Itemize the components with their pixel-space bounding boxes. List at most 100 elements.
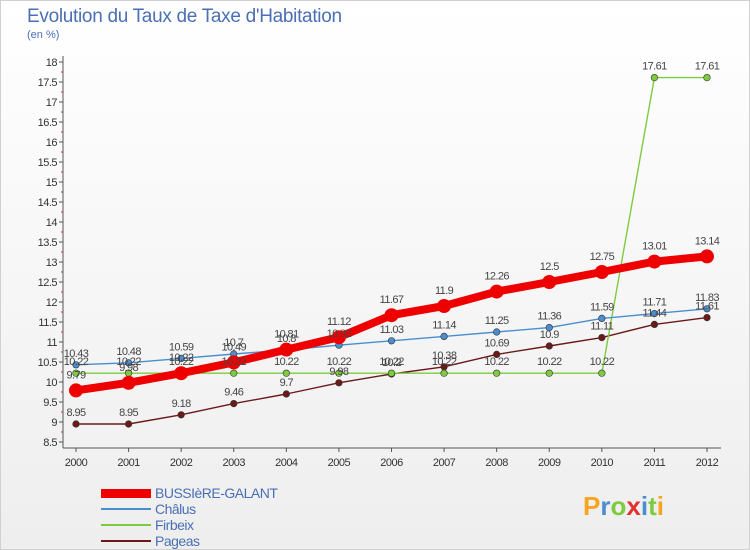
data-label: 10.22 [169, 356, 194, 368]
data-label: 11.71 [643, 297, 667, 309]
data-point [279, 342, 294, 357]
data-label: 12.5 [540, 261, 559, 273]
data-label: 8.95 [66, 407, 85, 419]
data-label: 11.03 [380, 324, 404, 336]
chart-title: Evolution du Taux de Taxe d'Habitation [27, 6, 342, 27]
data-point [124, 359, 133, 367]
data-label: 10.22 [327, 356, 352, 368]
data-label: 9.98 [329, 366, 348, 378]
data-point [387, 369, 396, 377]
logo-letter: i [640, 491, 649, 521]
y-tick-label: 13 [46, 257, 58, 269]
data-point [703, 73, 711, 82]
data-point [69, 383, 83, 398]
x-tick-label: 2007 [433, 457, 456, 469]
data-point [598, 334, 606, 342]
data-point [124, 420, 133, 428]
legend-item: Pageas [101, 533, 277, 549]
y-tick-label: 15 [46, 177, 58, 189]
data-point [647, 254, 662, 269]
data-label: 9.98 [119, 362, 138, 374]
data-point [650, 310, 659, 318]
x-tick-label: 2009 [538, 457, 561, 469]
data-point [594, 265, 609, 279]
data-point [121, 375, 136, 390]
y-tick-label: 18 [46, 57, 58, 69]
logo-letter: i [656, 491, 664, 521]
data-point [282, 369, 290, 377]
data-point [650, 73, 659, 82]
legend-label: Firbeix [155, 517, 194, 533]
legend-swatch [101, 524, 151, 526]
data-label: 10.2 [382, 357, 401, 369]
data-label: 11.61 [695, 301, 719, 313]
data-label: 10.22 [432, 356, 457, 368]
y-tick-label: 17.5 [38, 77, 58, 89]
x-tick-label: 2004 [275, 457, 298, 469]
data-point [440, 369, 448, 377]
logo-letter: o [610, 491, 627, 521]
series-bussi-re-galant [69, 249, 714, 398]
legend-label: Pageas [155, 533, 200, 549]
y-tick-label: 11 [47, 337, 58, 349]
data-label: 11.11 [590, 321, 613, 333]
data-label: 11.36 [537, 311, 561, 323]
data-point [335, 379, 343, 387]
x-tick-label: 2006 [380, 457, 403, 469]
data-label: 10.38 [432, 350, 457, 362]
data-label: 11.12 [327, 316, 351, 328]
data-label: 10.49 [221, 341, 246, 353]
data-point [598, 314, 606, 323]
data-label: 13.14 [695, 235, 720, 247]
y-tick-label: 14.5 [38, 197, 58, 209]
data-point [489, 284, 504, 299]
data-label: 10.22 [221, 356, 246, 368]
data-label: 9.7 [280, 377, 294, 389]
legend-label: Châlus [155, 501, 196, 517]
data-point [177, 411, 185, 419]
data-point [230, 400, 238, 408]
x-tick-label: 2003 [223, 457, 246, 469]
data-point [72, 361, 80, 369]
y-tick-label: 15.5 [38, 157, 58, 169]
legend-swatch [101, 540, 151, 542]
y-tick-label: 9.5 [43, 397, 57, 409]
y-tick-label: 9 [51, 417, 57, 429]
data-point [331, 330, 346, 345]
logo-letter: x [626, 491, 641, 521]
data-point [703, 305, 711, 313]
y-tick-label: 10.5 [38, 357, 58, 369]
data-point [72, 369, 80, 377]
data-point [226, 355, 241, 370]
y-tick-label: 14 [46, 217, 58, 229]
y-tick-label: 10 [46, 377, 58, 389]
data-point [542, 275, 557, 289]
data-point [700, 249, 714, 264]
legend-item: BUSSIèRE-GALANT [101, 485, 278, 501]
x-tick-label: 2010 [591, 457, 614, 469]
data-point [437, 299, 452, 313]
data-point [703, 314, 711, 322]
data-point [440, 332, 448, 341]
legend: BUSSIèRE-GALANT Châlus Firbeix Pageas [101, 485, 278, 549]
logo-letter: r [600, 491, 611, 521]
data-label: 13.01 [642, 241, 667, 253]
data-label: 10.22 [379, 356, 404, 368]
data-label: 8.95 [119, 407, 138, 419]
data-label: 11.67 [380, 294, 404, 306]
x-tick-label: 2002 [170, 457, 193, 469]
data-label: 10.59 [169, 341, 194, 353]
data-label: 10.22 [116, 356, 141, 368]
data-point [598, 369, 606, 377]
logo-letter: t [648, 491, 657, 521]
x-tick-label: 2008 [485, 457, 508, 469]
y-tick-label: 8.5 [43, 437, 57, 449]
data-label: 11.44 [643, 307, 667, 319]
data-label: 12.75 [590, 251, 615, 263]
data-label: 11.14 [432, 319, 456, 331]
legend-swatch [101, 508, 151, 510]
data-label: 10.22 [64, 356, 89, 368]
x-tick-label: 2011 [644, 457, 666, 469]
